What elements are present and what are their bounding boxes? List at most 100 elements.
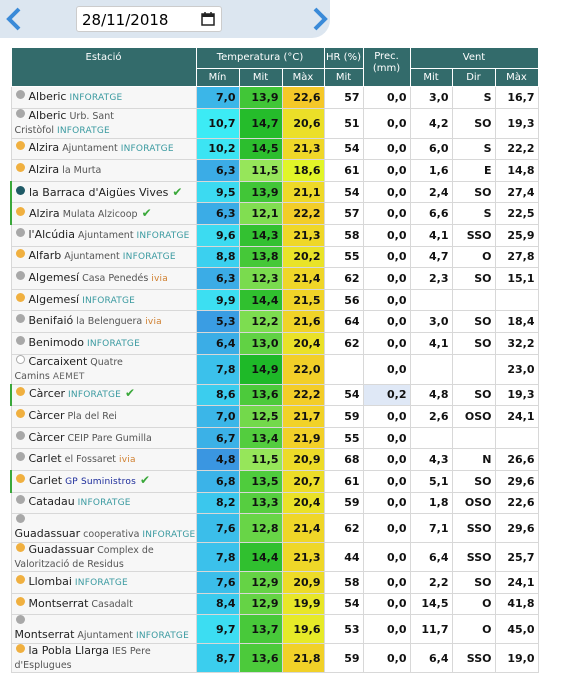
status-dot <box>15 163 25 173</box>
value-cell: 7,0 <box>195 86 240 109</box>
value-cell: 62 <box>323 513 364 544</box>
value-cell: 13,0 <box>238 331 283 355</box>
station-row: Carcaixent Quatre Camins AEMET 7,8 14,9 22,0 0… <box>10 353 539 385</box>
value-cell: 0,0 <box>362 137 411 161</box>
station-row: Alzira la Murta 6,3 11,5 18,6 61 0,0 1,6 E 14,8 <box>10 159 539 182</box>
value-cell: O <box>451 245 496 269</box>
value-cell: 7,6 <box>195 513 240 544</box>
station-cell: Alberic Urb. Sant Cristòfol INFORATGE <box>10 107 197 139</box>
value-cell: 13,9 <box>238 86 283 109</box>
station-place: Mulata Alzicoop <box>62 208 138 220</box>
station-place: CEIP Pare Gumilla <box>67 433 152 445</box>
value-cell: 56 <box>323 288 364 312</box>
value-cell: 8,6 <box>195 383 240 407</box>
station-name: Càrcer <box>28 409 65 423</box>
value-cell: 12,9 <box>238 592 283 616</box>
sub-header: Màx <box>281 68 325 87</box>
station-name: Benifaió <box>28 314 74 328</box>
station-name: Montserrat <box>14 628 75 642</box>
value-cell: 11,7 <box>409 614 453 645</box>
station-row: Alberic INFORATGE 7,0 13,9 22,6 57 0,0 3,0 S 16,7 <box>10 86 539 109</box>
value-cell: 12,8 <box>238 513 283 544</box>
value-cell: 9,7 <box>195 614 240 645</box>
value-cell: 14,8 <box>494 159 539 182</box>
station-source: INFORATGE <box>136 631 189 642</box>
value-cell: 9,6 <box>195 223 240 247</box>
check-icon: ✔ <box>139 472 151 487</box>
status-dot <box>15 495 25 505</box>
value-cell: 12,5 <box>238 405 283 428</box>
station-source: INFORATGE <box>56 125 110 136</box>
value-cell: 2,6 <box>409 405 453 428</box>
value-cell: S <box>451 86 496 109</box>
value-cell: 14,5 <box>238 137 283 161</box>
value-cell: 13,8 <box>238 245 283 269</box>
value-cell: 14,4 <box>238 542 283 573</box>
station-row: Carlet GP Suministros ✔ 6,8 13,5 20,7 61 0,0 5,1… <box>10 469 539 493</box>
calendar-icon[interactable] <box>201 12 215 26</box>
status-dot <box>15 514 25 524</box>
station-name: Llombai <box>28 574 72 588</box>
value-cell: 20,9 <box>281 571 325 594</box>
value-cell: 29,6 <box>494 469 539 493</box>
value-cell: 6,4 <box>409 643 453 673</box>
value-cell: S <box>451 202 496 225</box>
status-dot <box>15 409 25 419</box>
value-cell: O <box>451 614 496 645</box>
value-cell: 20,6 <box>281 107 325 139</box>
sub-header: Dir <box>451 68 496 87</box>
sub-header: Mín <box>195 68 240 87</box>
value-cell: 13,9 <box>238 180 283 204</box>
station-place: Complex de Valorització de Residus <box>14 545 154 571</box>
value-cell: 3,0 <box>409 86 453 109</box>
station-cell: Alberic INFORATGE <box>10 86 197 109</box>
value-cell: SO <box>451 331 496 355</box>
value-cell: 51 <box>323 107 364 139</box>
value-cell: 6,6 <box>409 202 453 225</box>
station-row: Montserrat Casadalt 8,4 12,9 19,9 54 0,0 14,5 O 4… <box>10 592 539 616</box>
value-cell: 0,0 <box>362 405 411 428</box>
station-name: Alzira <box>29 206 60 220</box>
station-name: Montserrat <box>28 596 89 610</box>
status-dot <box>15 249 25 259</box>
station-cell: Alzira la Murta <box>10 159 197 182</box>
value-cell: 22,2 <box>494 137 539 161</box>
sub-header: Mit <box>323 68 364 87</box>
value-cell: 61 <box>323 469 364 493</box>
next-button[interactable] <box>310 6 330 32</box>
station-source: INFORATGE <box>77 498 131 509</box>
status-dot <box>15 354 25 364</box>
station-header: Estació <box>10 47 197 87</box>
station-name: Alberic <box>28 89 67 103</box>
station-source: INFORATGE <box>74 577 128 588</box>
station-row: Llombai INFORATGE 7,6 12,9 20,9 58 0,0 2,2 SO 24,… <box>10 571 539 594</box>
status-dot <box>15 335 25 345</box>
wind-header: Vent <box>409 47 539 69</box>
value-cell: 57 <box>323 86 364 109</box>
value-cell: 19,9 <box>281 592 325 616</box>
status-dot <box>15 431 25 441</box>
station-name: Alberic <box>28 108 67 122</box>
station-row: Alberic Urb. Sant Cristòfol INFORATGE 10,7 1… <box>10 107 539 139</box>
value-cell: 58 <box>323 571 364 594</box>
value-cell: 0,0 <box>362 448 411 471</box>
value-cell: 57 <box>323 202 364 225</box>
station-source: INFORATGE <box>87 338 140 349</box>
value-cell: 19,3 <box>494 383 539 407</box>
value-cell <box>409 426 453 450</box>
value-cell: S <box>451 137 496 161</box>
value-cell: 0,0 <box>362 353 411 385</box>
status-dot <box>15 644 25 654</box>
station-row: Carlet el Fossaret ivia 4,8 11,5 20,9 68 0,0 4,3… <box>10 448 539 471</box>
value-cell: SSO <box>451 223 496 247</box>
value-cell: 21,4 <box>281 267 325 290</box>
value-cell: 54 <box>323 592 364 616</box>
prev-button[interactable] <box>4 6 24 32</box>
value-cell: OSO <box>451 405 496 428</box>
value-cell: 12,3 <box>238 267 283 290</box>
station-row: Càrcer CEIP Pare Gumilla 6,7 13,4 21,9 55 0,0 <box>10 426 539 450</box>
value-cell: 13,6 <box>238 383 283 407</box>
value-cell: 21,4 <box>281 513 325 544</box>
date-input[interactable]: 28/11/2018 <box>76 6 222 32</box>
